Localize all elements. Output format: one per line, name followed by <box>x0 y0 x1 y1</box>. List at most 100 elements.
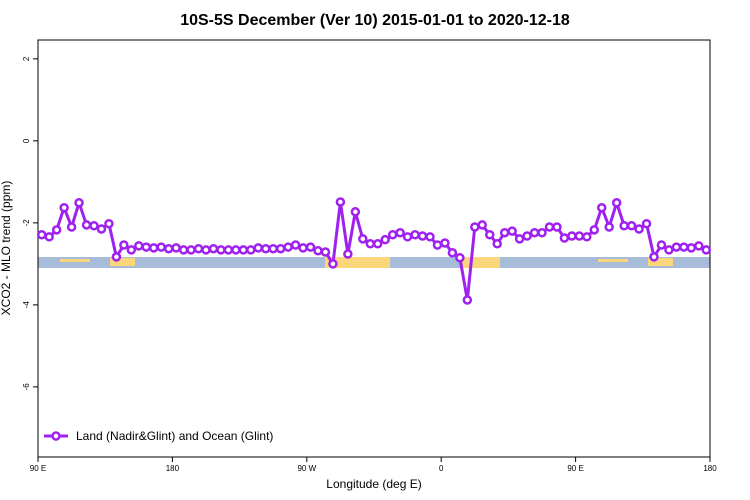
data-point <box>231 245 241 255</box>
data-point <box>492 239 502 249</box>
chart-title: 10S-5S December (Ver 10) 2015-01-01 to 2… <box>180 12 570 29</box>
land-strip <box>325 257 390 268</box>
data-point <box>484 230 495 240</box>
y-axis-label: XCO2 - MLO trend (ppm) <box>0 181 13 316</box>
x-axis-label: Longitude (deg E) <box>326 477 421 491</box>
data-point <box>298 243 308 253</box>
data-point <box>425 232 435 242</box>
data-point <box>664 245 674 255</box>
x-tick-label: 90 W <box>297 464 316 473</box>
data-point <box>440 238 450 248</box>
series-line <box>41 197 707 301</box>
data-point <box>44 232 54 242</box>
data-point <box>238 245 249 255</box>
data-point <box>111 252 122 262</box>
data-point <box>216 245 226 255</box>
data-point <box>455 252 465 263</box>
data-point <box>462 295 473 305</box>
data-point <box>343 249 353 259</box>
y-tick-label: -2 <box>22 219 31 227</box>
data-point <box>671 242 682 252</box>
data-point <box>350 207 361 217</box>
data-point <box>223 245 234 255</box>
data-point <box>522 231 532 241</box>
data-point <box>679 242 689 252</box>
y-tick-label: 0 <box>22 138 31 143</box>
x-tick-label: 0 <box>439 464 444 473</box>
data-point <box>163 243 174 254</box>
data-point <box>283 242 293 252</box>
land-strip <box>60 259 90 262</box>
data-point <box>634 224 644 234</box>
data-point <box>417 231 428 241</box>
x-tick-label: 180 <box>166 464 180 473</box>
data-point <box>36 230 47 240</box>
land-strip <box>110 258 135 266</box>
data-point <box>305 242 316 252</box>
data-point <box>134 241 144 251</box>
x-tick-label: 90 E <box>30 464 46 473</box>
data-point <box>365 239 376 249</box>
data-point <box>552 222 562 232</box>
data-point <box>335 197 346 207</box>
data-point <box>470 222 480 232</box>
data-point <box>395 227 405 238</box>
data-point <box>290 240 301 250</box>
data-point <box>208 243 219 254</box>
data-point <box>499 227 510 238</box>
data-point <box>641 218 652 229</box>
data-point <box>619 220 629 231</box>
data-point <box>694 241 704 251</box>
data-point <box>66 222 77 232</box>
data-point <box>275 243 286 254</box>
data-point <box>119 240 129 250</box>
data-point <box>656 240 667 250</box>
data-point <box>81 220 92 230</box>
data-point <box>529 227 540 238</box>
y-tick-label: -6 <box>22 383 31 391</box>
data-point <box>701 245 712 255</box>
data-point <box>574 231 585 241</box>
data-point <box>260 243 271 254</box>
data-point <box>126 245 137 255</box>
data-point <box>567 231 577 241</box>
data-point <box>626 220 637 231</box>
land-strip <box>462 257 500 268</box>
data-point <box>96 224 107 234</box>
x-tick-label: 90 E <box>567 464 583 473</box>
data-point <box>596 202 607 213</box>
data-point <box>686 243 697 253</box>
data-point <box>477 220 488 230</box>
data-point <box>246 245 256 255</box>
data-point <box>544 222 555 232</box>
y-tick-label: 2 <box>22 56 31 61</box>
data-point <box>604 222 614 232</box>
data-point <box>268 243 278 254</box>
data-point <box>611 198 622 208</box>
surface-strip <box>38 257 710 268</box>
data-point <box>507 226 517 236</box>
data-point <box>447 248 458 258</box>
data-point <box>89 220 99 231</box>
data-point <box>387 230 398 240</box>
data-point <box>380 234 390 245</box>
data-point <box>51 225 62 235</box>
data-point <box>201 245 211 255</box>
data-point <box>432 240 443 250</box>
data-point <box>649 252 659 262</box>
x-tick-label: 180 <box>703 464 717 473</box>
land-strip <box>648 258 673 266</box>
data-point <box>186 245 196 255</box>
data-point <box>193 243 204 254</box>
land-strip <box>598 259 628 262</box>
data-point <box>74 198 84 208</box>
data-point <box>589 225 600 235</box>
legend-label: Land (Nadir&Glint) and Ocean (Glint) <box>76 429 273 443</box>
data-point <box>59 202 69 213</box>
data-point <box>104 218 114 229</box>
data-point <box>328 259 338 269</box>
data-point <box>402 232 413 242</box>
data-point <box>358 234 368 244</box>
data-point <box>559 233 570 243</box>
